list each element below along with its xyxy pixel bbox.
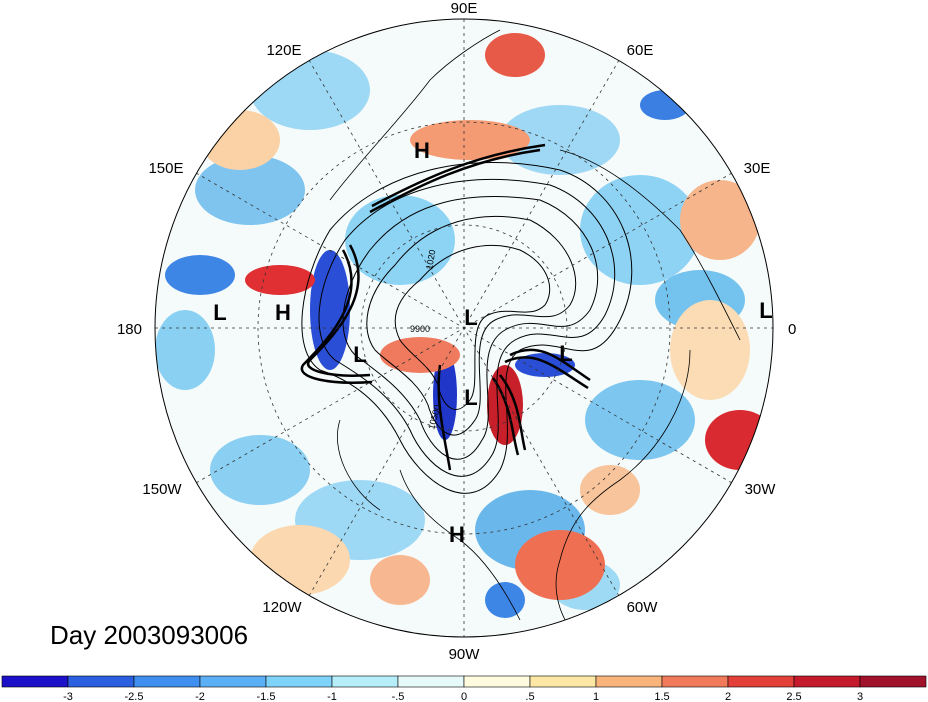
colorbar-tick-label: -1 xyxy=(327,691,337,702)
system-low-greenland: L xyxy=(559,341,572,366)
colorbar-swatch xyxy=(661,675,729,688)
lon-label-0: 0 xyxy=(788,321,796,338)
colorbar-swatch xyxy=(67,675,135,688)
lon-label-120w: 120W xyxy=(262,599,302,616)
colorbar-tick-label: -1.5 xyxy=(257,691,276,702)
system-high-pacific: H xyxy=(275,300,291,325)
colorbar-tick-label: -2 xyxy=(195,691,205,702)
system-low-pole: L xyxy=(464,305,477,330)
system-low-alaska-west: L xyxy=(353,342,366,367)
colorbar-tick-label: -.5 xyxy=(392,691,405,702)
colorbar-tick-label: 1.5 xyxy=(654,691,669,702)
polar-map: 90E 60E 30E 0 30W 60W 90W 120W 150W 180 … xyxy=(117,0,796,663)
colorbar-swatch xyxy=(463,675,531,688)
lon-label-90e: 90E xyxy=(451,0,478,17)
system-low-pacific-west: L xyxy=(213,300,226,325)
map-boundary xyxy=(154,18,774,638)
colorbar-swatch xyxy=(199,675,267,688)
lon-label-60e: 60E xyxy=(627,42,654,59)
system-high-siberia: H xyxy=(414,138,430,163)
lon-label-180: 180 xyxy=(117,321,142,338)
lon-label-150e: 150E xyxy=(148,160,183,177)
colorbar-tick-label: 2.5 xyxy=(786,691,801,702)
colorbar-tick-label: -2.5 xyxy=(125,691,144,702)
contour-value-labels: 1020 9900 10500 xyxy=(410,249,442,431)
jet-streaks xyxy=(300,143,591,471)
system-low-atlantic-east: L xyxy=(759,298,772,323)
colorbar-tick-label: 2 xyxy=(725,691,731,702)
anomaly-field xyxy=(155,19,773,637)
lon-label-120e: 120E xyxy=(266,42,301,59)
colorbar-swatch xyxy=(133,675,201,688)
colorbar-tick-label: 1 xyxy=(593,691,599,702)
colorbar-swatch xyxy=(859,675,927,688)
colorbar-tick-label: .5 xyxy=(525,691,534,702)
lon-label-150w: 150W xyxy=(142,481,182,498)
colorbar-swatch xyxy=(727,675,795,688)
colorbar-swatch xyxy=(331,675,399,688)
colorbar-swatch xyxy=(529,675,597,688)
system-low-hudson: L xyxy=(464,385,477,410)
colorbar-tick-labels: -3 -2.5 -2 -1.5 -1 -.5 0 .5 1 1.5 2 2.5 3 xyxy=(63,691,863,702)
colorbar-swatches xyxy=(1,675,927,688)
contour-label-1020: 1020 xyxy=(424,249,437,270)
colorbar-swatch xyxy=(265,675,333,688)
colorbar-swatch xyxy=(397,675,465,688)
longitude-labels: 90E 60E 30E 0 30W 60W 90W 120W 150W 180 … xyxy=(117,0,796,663)
graticule xyxy=(155,19,773,637)
colorbar-tick-label: 3 xyxy=(857,691,863,702)
lon-label-60w: 60W xyxy=(627,599,659,616)
colorbar-tick-label: -3 xyxy=(63,691,73,702)
colorbar-swatch xyxy=(793,675,861,688)
pressure-systems: H L L L L H L L H xyxy=(213,138,772,547)
colorbar-tick-label: 0 xyxy=(461,691,467,702)
map-title: Day 2003093006 xyxy=(50,620,249,650)
contour-label-9900: 9900 xyxy=(410,324,430,334)
lon-label-30w: 30W xyxy=(745,481,777,498)
coastlines xyxy=(329,29,741,637)
colorbar: -3 -2.5 -2 -1.5 -1 -.5 0 .5 1 1.5 2 2.5 3 xyxy=(1,675,927,702)
colorbar-swatch xyxy=(595,675,663,688)
system-high-central-america: H xyxy=(449,522,465,547)
height-contours xyxy=(301,162,633,494)
lon-label-90w: 90W xyxy=(449,646,481,663)
lon-label-30e: 30E xyxy=(744,160,771,177)
colorbar-swatch xyxy=(1,675,69,688)
